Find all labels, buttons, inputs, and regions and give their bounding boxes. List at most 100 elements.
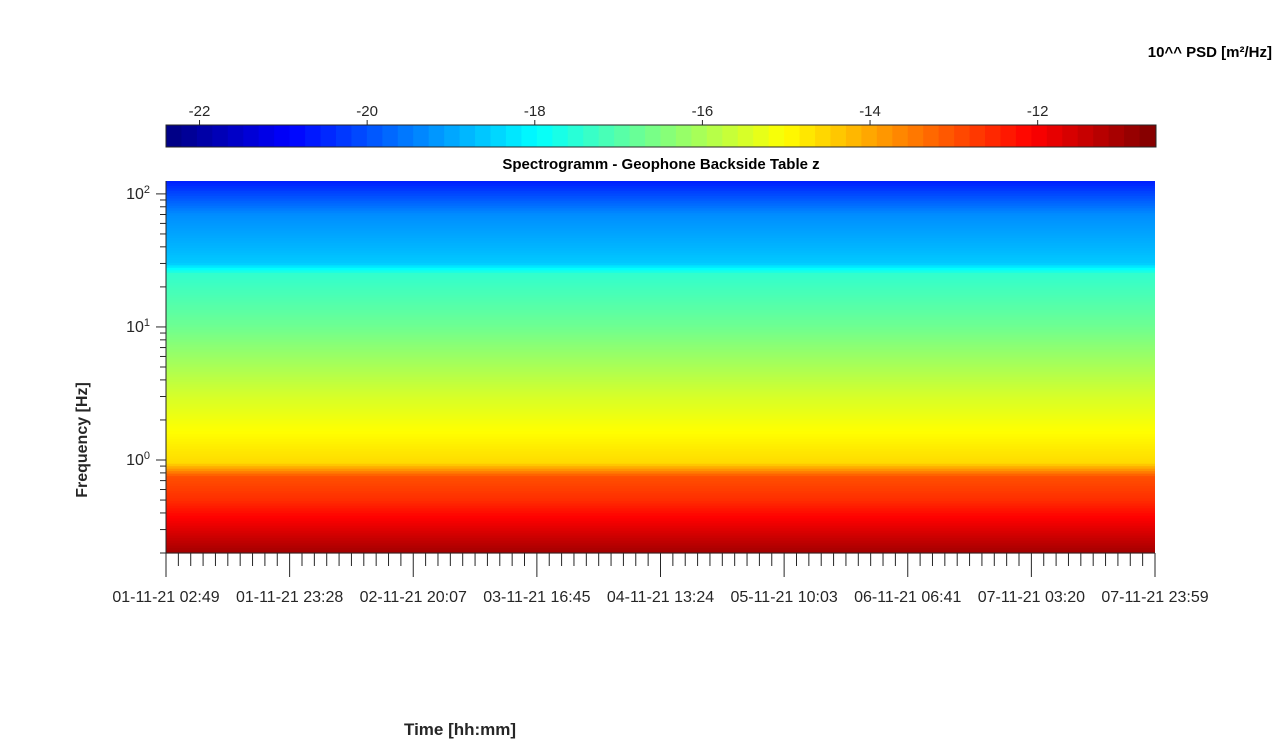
heatmap-band	[166, 319, 1155, 323]
colorbar-swatch	[969, 125, 986, 147]
colorbar-swatch	[753, 125, 770, 147]
colorbar-swatch	[954, 125, 971, 147]
heatmap-band	[166, 300, 1155, 304]
heatmap-band	[166, 332, 1155, 336]
y-axis-label: Frequency [Hz]	[74, 382, 91, 498]
colorbar-swatch	[1077, 125, 1094, 147]
x-tick-label: 05-11-21 10:03	[730, 589, 837, 606]
heatmap-band	[166, 525, 1155, 529]
heatmap-band	[166, 302, 1155, 306]
heatmap-band	[166, 545, 1155, 549]
heatmap-band	[166, 200, 1155, 204]
heatmap-band	[166, 535, 1155, 539]
heatmap-band	[166, 352, 1155, 356]
colorbar-swatch	[1108, 125, 1125, 147]
heatmap-band	[166, 389, 1155, 393]
x-tick-label: 03-11-21 16:45	[483, 589, 590, 606]
colorbar-swatch	[645, 125, 662, 147]
heatmap-band	[166, 367, 1155, 371]
y-tick-label: 101	[126, 317, 150, 336]
colorbar-swatch	[923, 125, 940, 147]
colorbar-swatch	[536, 125, 553, 147]
heatmap-band	[166, 491, 1155, 495]
heatmap-band	[166, 381, 1155, 385]
heatmap-band	[166, 195, 1155, 199]
heatmap-band	[166, 267, 1155, 271]
heatmap-band	[166, 228, 1155, 232]
heatmap-band	[166, 190, 1155, 194]
heatmap-band	[166, 543, 1155, 547]
colorbar-swatch	[706, 125, 723, 147]
colorbar-swatch	[1062, 125, 1079, 147]
colorbar-swatch	[660, 125, 677, 147]
colorbar-swatch	[444, 125, 461, 147]
x-tick-label: 02-11-21 20:07	[360, 589, 467, 606]
heatmap-band	[166, 362, 1155, 366]
heatmap-band	[166, 233, 1155, 237]
colorbar-swatch	[675, 125, 693, 147]
heatmap-band	[166, 272, 1155, 276]
heatmap-band	[166, 327, 1155, 331]
heatmap-band	[166, 481, 1155, 485]
heatmap-band	[166, 488, 1155, 492]
heatmap-band	[166, 456, 1155, 460]
x-tick-label: 01-11-21 23:28	[236, 589, 343, 606]
heatmap-band	[166, 305, 1155, 309]
colorbar-swatch	[366, 125, 383, 147]
colorbar-swatch	[459, 125, 476, 147]
colorbar-swatch	[583, 125, 600, 147]
heatmap-band	[166, 538, 1155, 542]
heatmap-band	[166, 245, 1155, 249]
heatmap-band	[166, 280, 1155, 284]
colorbar-swatch	[212, 125, 229, 147]
x-tick-label: 01-11-21 02:49	[112, 589, 219, 606]
colorbar-swatch	[227, 125, 244, 147]
heatmap-band	[166, 262, 1155, 266]
heatmap-band	[166, 421, 1155, 425]
heatmap-band	[166, 443, 1155, 447]
colorbar-swatch	[938, 125, 955, 147]
colorbar: -22 -20 -18 -16 -14 -12	[165, 103, 1157, 148]
heatmap-band	[166, 505, 1155, 509]
heatmap-band	[166, 483, 1155, 487]
colorbar-tick-label: -12	[1027, 103, 1049, 120]
colorbar-swatch	[196, 125, 213, 147]
heatmap-band	[166, 317, 1155, 321]
x-tick-label: 07-11-21 03:20	[978, 589, 1085, 606]
heatmap-band	[166, 223, 1155, 227]
heatmap-band	[166, 510, 1155, 514]
colorbar-swatch	[335, 125, 353, 147]
colorbar-swatch	[845, 125, 862, 147]
colorbar-swatch	[521, 125, 538, 147]
colorbar-swatch	[351, 125, 368, 147]
heatmap-band	[166, 225, 1155, 229]
heatmap-band	[166, 287, 1155, 291]
heatmap-band	[166, 349, 1155, 353]
colorbar-swatch	[1093, 125, 1110, 147]
heatmap-band	[166, 243, 1155, 247]
colorbar-swatch	[320, 125, 337, 147]
heatmap-band	[166, 334, 1155, 338]
colorbar-swatch	[243, 125, 260, 147]
heatmap-band	[166, 533, 1155, 537]
colorbar-swatch	[691, 125, 708, 147]
heatmap-band	[166, 548, 1155, 552]
colorbar-swatch	[722, 125, 739, 147]
x-tick-label: 07-11-21 23:59	[1101, 589, 1208, 606]
heatmap-band	[166, 486, 1155, 490]
colorbar-swatch	[815, 125, 832, 147]
colorbar-swatch	[552, 125, 569, 147]
heatmap-band	[166, 520, 1155, 524]
colorbar-swatch	[305, 125, 322, 147]
x-tick-label: 06-11-21 06:41	[854, 589, 961, 606]
colorbar-swatch	[907, 125, 924, 147]
colorbar-swatch	[737, 125, 754, 147]
heatmap-band	[166, 478, 1155, 482]
colorbar-swatch	[475, 125, 492, 147]
heatmap-band	[166, 414, 1155, 418]
heatmap-band	[166, 208, 1155, 212]
heatmap-band	[166, 183, 1155, 187]
heatmap-band	[166, 518, 1155, 522]
colorbar-label: 10^^ PSD [m²/Hz]	[1147, 44, 1272, 61]
